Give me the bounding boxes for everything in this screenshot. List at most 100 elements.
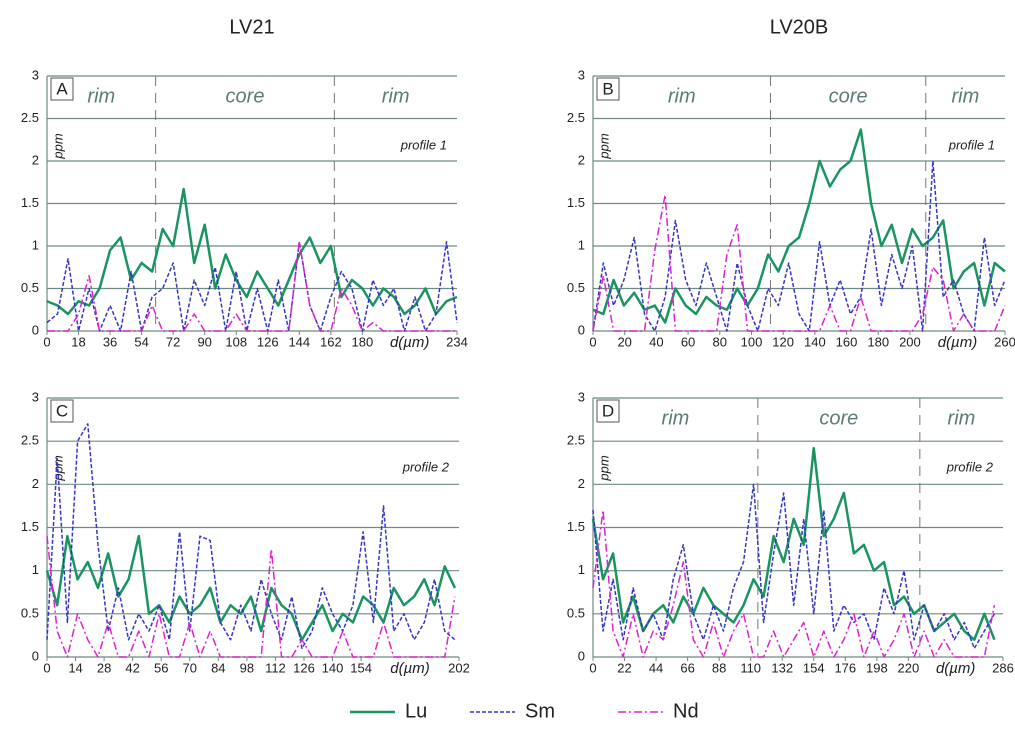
y-tick-label: 0.5	[21, 280, 39, 295]
y-axis-label: ppm	[50, 455, 65, 481]
y-tick-label: 1	[32, 562, 39, 577]
series-line	[592, 483, 996, 650]
x-tick-label: 162	[320, 334, 342, 349]
legend-label: Lu	[405, 700, 427, 722]
x-axis-label: d(µm)	[938, 334, 977, 351]
annotation: profile 2	[402, 459, 450, 474]
zone-label: core	[819, 407, 858, 429]
x-tick-label: 108	[225, 334, 247, 349]
zone-label: rim	[948, 407, 976, 429]
y-tick-label: 0	[32, 322, 39, 337]
x-tick-label: 126	[257, 334, 279, 349]
x-tick-label: 88	[712, 660, 726, 675]
x-tick-label: 144	[288, 334, 310, 349]
annotation: profile 1	[948, 137, 995, 152]
y-tick-label: 0.5	[567, 280, 585, 295]
zone-label: rim	[952, 85, 980, 107]
x-tick-label: 286	[992, 660, 1014, 675]
y-axis-label: ppm	[596, 133, 611, 159]
x-tick-label: 90	[197, 334, 211, 349]
x-axis-label: d(µm)	[936, 660, 975, 677]
annotation: profile 1	[400, 137, 447, 152]
y-tick-label: 1.5	[567, 195, 585, 210]
y-tick-label: 0	[578, 322, 585, 337]
zone-label: rim	[382, 85, 410, 107]
series-line	[45, 534, 457, 641]
x-tick-label: 234	[446, 334, 468, 349]
y-axis-label: ppm	[596, 455, 611, 481]
x-tick-label: 0	[589, 334, 596, 349]
series-line	[46, 423, 456, 650]
x-tick-label: 260	[994, 334, 1015, 349]
y-tick-label: 2.5	[567, 433, 585, 448]
legend-label: Nd	[673, 700, 699, 722]
zone-label: core	[829, 85, 868, 107]
panel-label-box	[596, 77, 620, 101]
legend-label: Sm	[525, 700, 555, 722]
panel-label-box	[50, 77, 74, 101]
y-tick-label: 2	[32, 476, 39, 491]
panel-label: A	[56, 79, 68, 98]
series-line	[592, 509, 996, 658]
y-tick-label: 2.5	[21, 433, 39, 448]
y-tick-label: 3	[32, 389, 39, 404]
x-tick-label: 40	[649, 334, 663, 349]
x-tick-label: 100	[741, 334, 763, 349]
x-tick-label: 18	[71, 334, 85, 349]
x-tick-label: 14	[68, 660, 82, 675]
panel-label: D	[602, 401, 614, 420]
panel-label: C	[56, 401, 68, 420]
panel-label-box	[50, 399, 74, 423]
series-line	[46, 241, 458, 332]
x-tick-label: 140	[322, 660, 344, 675]
y-tick-label: 2.5	[567, 110, 585, 125]
y-tick-label: 2	[32, 152, 39, 167]
x-tick-label: 0	[589, 660, 596, 675]
y-tick-label: 1	[578, 562, 585, 577]
x-tick-label: 220	[898, 660, 920, 675]
x-tick-label: 180	[867, 334, 889, 349]
x-tick-label: 132	[771, 660, 793, 675]
y-tick-label: 0	[578, 648, 585, 663]
y-tick-label: 2	[578, 476, 585, 491]
x-tick-label: 202	[448, 660, 470, 675]
x-tick-label: 98	[240, 660, 254, 675]
series-line	[592, 128, 1006, 324]
x-tick-label: 70	[183, 660, 197, 675]
x-tick-label: 126	[293, 660, 315, 675]
x-tick-label: 60	[681, 334, 695, 349]
y-tick-label: 0	[32, 648, 39, 663]
y-tick-label: 0.5	[21, 605, 39, 620]
y-tick-label: 1.5	[567, 519, 585, 534]
x-tick-label: 180	[352, 334, 374, 349]
x-tick-label: 140	[804, 334, 826, 349]
x-tick-label: 112	[265, 660, 286, 675]
x-tick-label: 176	[834, 660, 856, 675]
x-tick-label: 56	[154, 660, 168, 675]
x-tick-label: 198	[866, 660, 888, 675]
x-axis-label: d(µm)	[390, 334, 429, 351]
x-tick-label: 72	[166, 334, 180, 349]
x-tick-label: 0	[43, 660, 50, 675]
series-line	[592, 160, 1006, 332]
x-tick-label: 22	[617, 660, 631, 675]
y-tick-label: 1.5	[21, 519, 39, 534]
y-tick-label: 1.5	[21, 195, 39, 210]
series-line	[46, 187, 458, 316]
x-tick-label: 110	[740, 660, 761, 675]
x-axis-label: d(µm)	[390, 660, 429, 677]
x-tick-label: 154	[350, 660, 372, 675]
zone-label: rim	[662, 407, 690, 429]
series-line	[46, 536, 456, 658]
x-tick-label: 200	[899, 334, 921, 349]
y-tick-label: 3	[578, 389, 585, 404]
y-tick-label: 3	[578, 67, 585, 82]
panel-label-box	[596, 399, 620, 423]
y-axis-label: ppm	[50, 133, 65, 159]
x-tick-label: 0	[43, 334, 50, 349]
series-line	[591, 446, 996, 641]
x-tick-label: 54	[134, 334, 148, 349]
panel-title: LV20B	[770, 16, 829, 38]
